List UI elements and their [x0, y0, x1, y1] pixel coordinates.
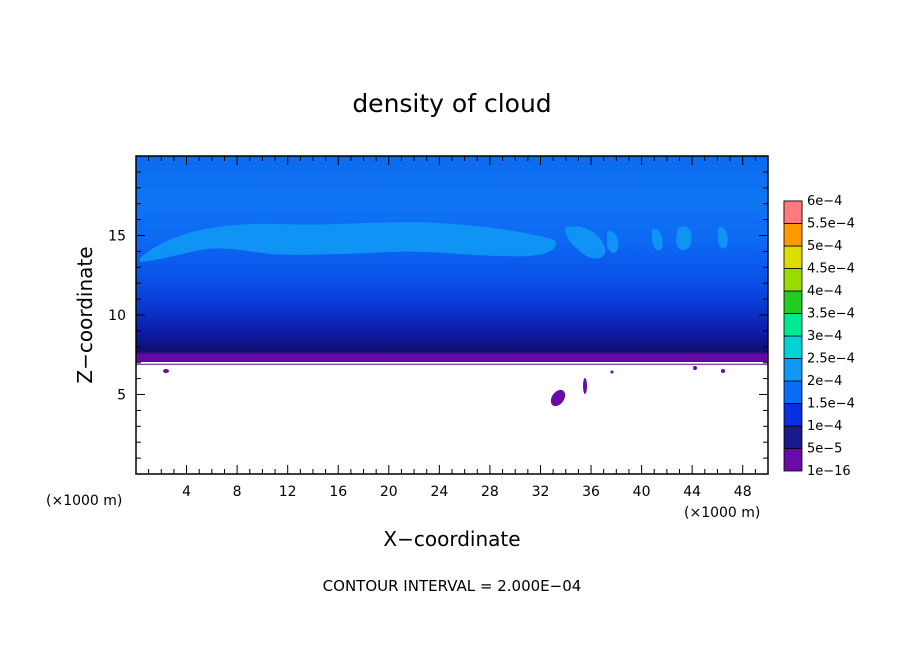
x-tick-label: 48	[734, 484, 752, 500]
cloud-speck	[550, 389, 566, 407]
colorbar-swatch	[783, 290, 803, 314]
y-tick-label: 5	[117, 388, 126, 404]
x-tick-label: 40	[633, 484, 651, 500]
cloud-speck	[693, 366, 697, 370]
x-axis: 4 8 12 16 20 24 28 32 36 40 44 48	[148, 156, 756, 500]
cloud-field	[136, 156, 768, 362]
colorbar-label: 2e−4	[807, 374, 842, 389]
colorbar-label: 3e−4	[807, 329, 842, 344]
colorbar-swatch	[783, 358, 803, 382]
colorbar-swatch	[783, 268, 803, 292]
colorbar-label: 1.5e−4	[807, 397, 855, 412]
y-axis: 5 10 15	[108, 171, 768, 459]
y-tick-label: 10	[108, 308, 126, 324]
x-tick-label: 8	[233, 484, 242, 500]
band-region	[717, 227, 728, 249]
colorbar: 1e−16 5e−5 1e−4 1.5e−4 2e−4 2.5e−4 3e−4 3.5e−4 4…	[783, 194, 855, 479]
colorbar-label: 1e−4	[807, 419, 842, 434]
x-tick-label: 44	[683, 484, 701, 500]
colorbar-swatch	[783, 313, 803, 337]
x-tick-label: 36	[582, 484, 600, 500]
colorbar-label: 6e−4	[807, 194, 842, 209]
band-region	[565, 226, 606, 259]
x-tick-label: 28	[481, 484, 499, 500]
colorbar-swatch	[783, 380, 803, 404]
x-tick-label: 20	[380, 484, 398, 500]
colorbar-label: 2.5e−4	[807, 352, 855, 367]
chart-title: density of cloud	[352, 89, 551, 118]
cloud-speck	[163, 369, 169, 373]
cloud-speck	[583, 378, 587, 394]
plot-area	[136, 156, 768, 407]
colorbar-swatch	[783, 403, 803, 427]
band-region	[140, 222, 556, 262]
colorbar-swatch	[783, 335, 803, 359]
colorbar-swatch	[783, 223, 803, 247]
colorbar-swatch-top	[783, 200, 803, 224]
x-unit-left: (×1000 m)	[46, 493, 122, 509]
x-tick-label: 16	[329, 484, 347, 500]
band-region	[652, 229, 663, 251]
colorbar-label: 5e−5	[807, 442, 842, 457]
x-axis-label: X−coordinate	[383, 527, 520, 551]
colorbar-swatch	[783, 425, 803, 449]
band-region	[676, 226, 692, 251]
x-tick-label: 12	[279, 484, 297, 500]
colorbar-swatch	[783, 245, 803, 269]
y-tick-label: 15	[108, 229, 126, 245]
colorbar-label: 5e−4	[807, 239, 842, 254]
x-unit-right: (×1000 m)	[684, 505, 760, 521]
y-axis-label: Z−coordinate	[73, 246, 97, 383]
colorbar-swatch	[783, 448, 803, 472]
x-tick-label: 4	[182, 484, 191, 500]
colorbar-label: 5.5e−4	[807, 217, 855, 232]
colorbar-label: 1e−16	[807, 464, 851, 479]
band-region	[607, 230, 619, 254]
cloud-speck	[721, 369, 725, 373]
x-tick-label: 24	[430, 484, 448, 500]
colorbar-label: 4e−4	[807, 284, 842, 299]
cloud-speck	[610, 370, 614, 374]
contour-interval-note: CONTOUR INTERVAL = 2.000E−04	[323, 577, 582, 595]
colorbar-label: 3.5e−4	[807, 307, 855, 322]
x-tick-label: 32	[532, 484, 550, 500]
colorbar-label: 4.5e−4	[807, 262, 855, 277]
